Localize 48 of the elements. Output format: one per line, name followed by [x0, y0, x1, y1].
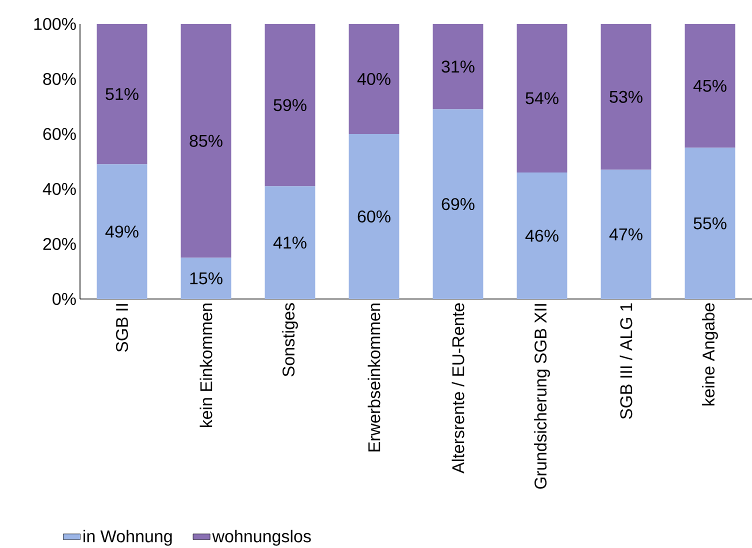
- bar: [264, 186, 316, 299]
- bar: [96, 24, 148, 164]
- x-tick-label: SGB III / ALG 1: [620, 303, 632, 419]
- data-label: 47%: [609, 228, 642, 240]
- bar: [180, 258, 232, 299]
- x-tick-label: Grundsicherung SGB XII: [534, 304, 550, 489]
- legend-label: in Wohnung: [84, 530, 172, 546]
- data-label: 41%: [273, 236, 306, 249]
- data-label: 55%: [694, 217, 726, 230]
- y-tick-label: 80%: [43, 72, 76, 86]
- bar: [96, 164, 148, 299]
- bar: [432, 24, 484, 110]
- y-tick-label: 20%: [43, 238, 76, 250]
- x-tick-label: kein Einkommen: [200, 304, 212, 428]
- data-label: 40%: [357, 72, 390, 86]
- data-label: 46%: [525, 230, 558, 242]
- data-label: 69%: [442, 198, 474, 210]
- y-tick-label: 0%: [52, 292, 76, 306]
- bar: [180, 24, 232, 258]
- bar: [348, 134, 400, 299]
- data-label: 45%: [693, 80, 726, 92]
- x-tick-label: keine Angabe: [702, 303, 718, 406]
- data-label: 15%: [190, 272, 222, 284]
- bar: [432, 109, 484, 299]
- x-tick-label: Altersrente / EU-Rente: [452, 303, 464, 474]
- y-tick-label: 60%: [43, 128, 76, 140]
- data-label: 85%: [190, 134, 222, 147]
- data-label: 31%: [442, 60, 474, 73]
- y-tick-label: 100%: [34, 18, 76, 30]
- y-tick-label: 40%: [42, 182, 76, 196]
- data-label: 54%: [526, 92, 558, 104]
- data-label: 60%: [358, 210, 390, 223]
- x-tick-label: SGB II: [116, 304, 128, 352]
- bar: [348, 24, 400, 134]
- bar: [264, 24, 316, 186]
- legend-label: wohnungslos: [212, 530, 311, 546]
- x-tick-label: Erwerbseinkommen: [368, 304, 380, 452]
- bar: [684, 24, 736, 148]
- data-label: 49%: [105, 226, 138, 238]
- bar: [516, 24, 568, 172]
- data-label: 53%: [610, 90, 642, 103]
- bar: [684, 148, 736, 299]
- data-label: 59%: [274, 99, 306, 112]
- x-tick-label: Sonstiges: [282, 303, 298, 376]
- data-label: 51%: [106, 88, 138, 100]
- bar: [516, 172, 568, 299]
- bar: [600, 170, 652, 299]
- bar: [600, 24, 652, 170]
